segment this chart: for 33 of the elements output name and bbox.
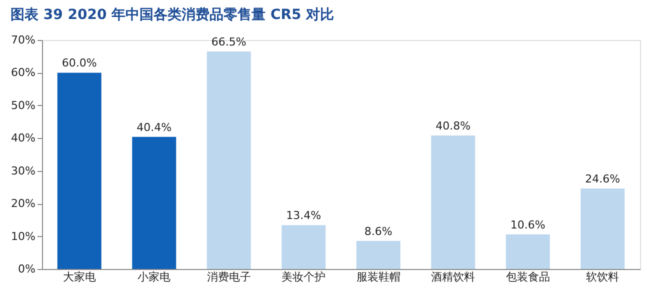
bar [282,225,326,269]
data-label: 40.8% [436,120,471,133]
bar [132,136,176,269]
bar [431,136,476,269]
y-tick-label: 70% [11,34,36,46]
data-label: 8.6% [364,224,392,238]
y-tick-label: 30% [11,164,36,178]
y-tick-label: 10% [11,230,36,243]
data-label: 40.4% [136,120,172,134]
data-label: 13.4% [286,209,322,222]
x-tick-label: 服装鞋帽 [356,270,400,284]
bar [506,234,550,269]
y-tick-label: 60% [11,66,36,80]
y-tick-label: 50% [11,98,36,112]
x-tick-label: 大家电 [62,270,96,284]
bar [580,188,625,269]
x-tick-label: 包装食品 [506,270,550,284]
y-tick-label: 0% [18,262,36,276]
x-tick-label: 美妆个护 [282,270,326,284]
bar [356,240,400,269]
y-tick-label: 40% [11,132,36,145]
y-tick-label: 20% [11,197,36,210]
bar [206,51,251,269]
data-label: 10.6% [510,218,546,232]
chart-title: 图表 39 2020 年中国各类消费品零售量 CR5 对比 [10,7,334,23]
data-label: 24.6% [585,172,620,186]
x-tick-label: 软饮料 [586,270,620,284]
data-label: 60.0% [62,56,97,70]
x-tick-label: 消费电子 [206,270,251,284]
bar [57,72,102,269]
x-tick-label: 小家电 [138,270,171,284]
data-label: 66.5% [211,35,246,48]
x-tick-label: 酒精饮料 [431,270,476,284]
